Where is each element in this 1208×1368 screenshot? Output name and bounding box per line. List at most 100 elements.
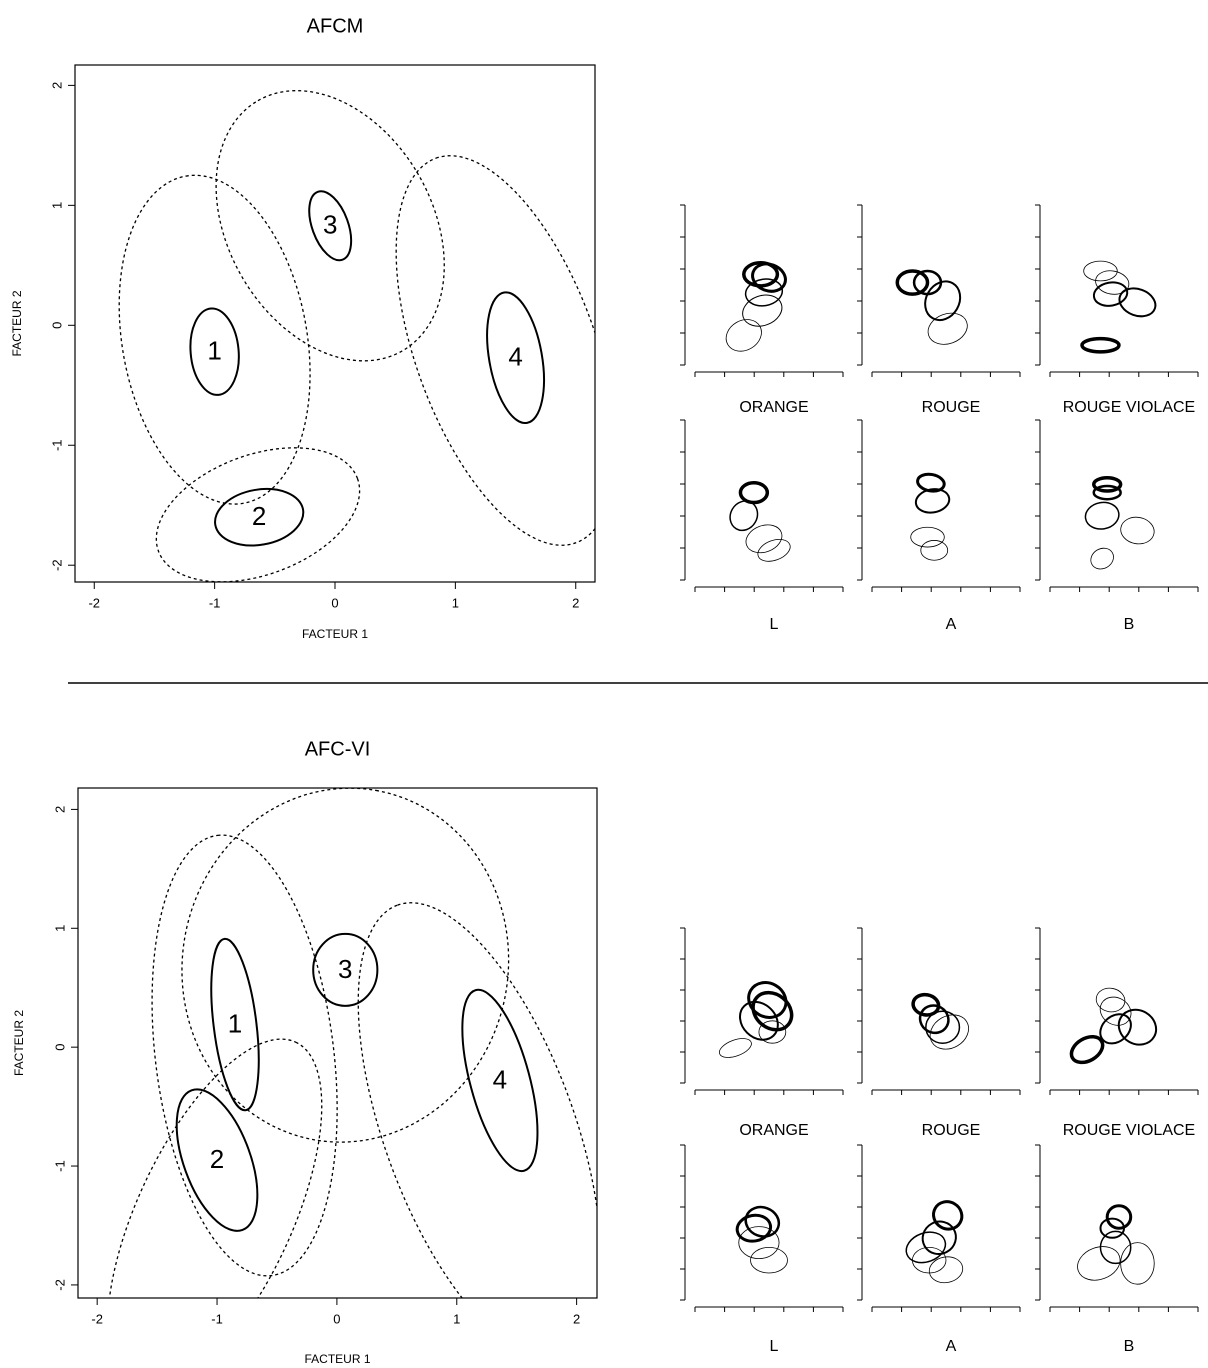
- panel-ellipse: [905, 1231, 947, 1264]
- x-axis-label: FACTEUR 1: [302, 627, 368, 641]
- outer-ellipse: [118, 174, 311, 505]
- panel-label: ORANGE: [739, 1122, 808, 1139]
- y-axis-label: FACTEUR 2: [12, 1010, 26, 1076]
- panel-ellipse: [910, 526, 945, 548]
- inner-ellipse: [214, 487, 305, 547]
- inner-ellipse: [189, 307, 240, 396]
- y-tick-label: 2: [52, 806, 67, 813]
- y-tick-label: 2: [49, 82, 64, 89]
- panel-ellipse: [757, 539, 791, 562]
- panel-ellipse: [747, 981, 788, 1019]
- y-tick-label: -2: [49, 559, 64, 571]
- x-tick-label: -1: [211, 1311, 223, 1326]
- x-tick-label: 0: [333, 1311, 340, 1326]
- panel-ellipse: [914, 488, 951, 514]
- panel-ellipse: [1092, 281, 1129, 307]
- x-tick-label: -1: [209, 595, 221, 610]
- y-tick-label: -2: [52, 1279, 67, 1291]
- group-label: 1: [228, 1008, 242, 1038]
- panel-ellipse: [1092, 476, 1123, 493]
- panel-ellipse: [1118, 287, 1157, 318]
- panel-label: L: [770, 616, 779, 633]
- panel-ellipse: [920, 540, 949, 561]
- group-label: 3: [323, 210, 337, 240]
- ellipses: [118, 90, 595, 582]
- panel-label: ORANGE: [739, 399, 808, 416]
- panel-label: B: [1124, 1338, 1135, 1355]
- panel-ellipse: [735, 1213, 773, 1243]
- panel-ellipse: [1099, 1230, 1132, 1265]
- panel-ellipse: [918, 1004, 950, 1035]
- inner-ellipse: [486, 291, 545, 425]
- plot-frame: [77, 787, 598, 1299]
- outer-ellipse: [106, 1038, 323, 1298]
- panel-ellipse: [1105, 1204, 1133, 1230]
- panel-ellipse: [1120, 1242, 1155, 1285]
- panel-ellipse: [1090, 547, 1114, 570]
- x-tick-label: -2: [88, 595, 100, 610]
- y-axis-label: FACTEUR 2: [10, 290, 24, 356]
- panel-ellipse: [1083, 260, 1118, 282]
- panel-label: ROUGE VIOLACE: [1063, 1122, 1195, 1139]
- group-label: 2: [210, 1144, 224, 1174]
- panel-ellipse: [738, 1226, 780, 1259]
- outer-ellipse: [215, 90, 445, 362]
- y-tick-label: 0: [49, 322, 64, 329]
- outer-ellipse: [395, 155, 595, 546]
- panel-label: ROUGE VIOLACE: [1063, 399, 1195, 416]
- x-tick-label: 2: [573, 1311, 580, 1326]
- panel-ellipse: [925, 1010, 961, 1044]
- outer-ellipse: [181, 788, 510, 1143]
- panel-label: A: [946, 1338, 957, 1355]
- plot-frame: [74, 64, 596, 583]
- y-tick-label: -1: [49, 439, 64, 451]
- panel-ellipse: [725, 319, 762, 352]
- chart-title: AFC-VI: [305, 738, 371, 760]
- panel-label: B: [1124, 616, 1135, 633]
- panel-ellipse: [744, 1205, 781, 1238]
- panel-ellipse: [1092, 484, 1122, 501]
- outer-ellipse: [155, 447, 361, 582]
- group-label: 3: [338, 954, 352, 984]
- inner-ellipse: [175, 1088, 259, 1232]
- y-tick-label: 1: [49, 202, 64, 209]
- panel-ellipse: [932, 1200, 964, 1231]
- y-tick-label: -1: [52, 1160, 67, 1172]
- panel-ellipse: [745, 524, 783, 554]
- outer-ellipse: [151, 834, 338, 1277]
- x-tick-label: -2: [91, 1311, 103, 1326]
- panel-ellipse: [1084, 501, 1120, 530]
- panel-label: ROUGE: [922, 1122, 981, 1139]
- panel-ellipse: [739, 1000, 779, 1041]
- panel-ellipse: [1095, 987, 1126, 1013]
- panel-ellipse: [758, 1020, 787, 1044]
- panel-ellipse: [1077, 1246, 1121, 1281]
- x-tick-label: 2: [572, 595, 579, 610]
- panel-ellipse: [751, 990, 794, 1032]
- y-tick-label: 0: [52, 1044, 67, 1051]
- panel-ellipse: [738, 480, 770, 505]
- panel-ellipse: [1080, 336, 1121, 354]
- panel-ellipse: [1099, 1217, 1125, 1239]
- panel-ellipse: [1069, 1035, 1105, 1065]
- panel-ellipse: [1095, 270, 1130, 295]
- inner-ellipse: [308, 190, 353, 262]
- panel-ellipse: [1120, 516, 1155, 545]
- inner-ellipse: [312, 932, 379, 1007]
- panel-ellipse: [928, 1256, 964, 1284]
- ellipses: [106, 788, 597, 1298]
- panel-ellipse: [924, 280, 962, 322]
- panel-label: A: [946, 616, 957, 633]
- panel-ellipse: [744, 278, 784, 307]
- outer-ellipse: [357, 902, 597, 1298]
- panel-ellipse: [927, 312, 968, 345]
- panel-label: L: [770, 1338, 779, 1355]
- panel-ellipse: [895, 269, 930, 296]
- panel-ellipse: [751, 262, 787, 293]
- y-tick-label: 1: [52, 925, 67, 932]
- group-label: 2: [252, 501, 266, 531]
- panel-ellipse: [729, 500, 759, 532]
- x-tick-label: 0: [331, 595, 338, 610]
- group-label: 4: [493, 1064, 507, 1094]
